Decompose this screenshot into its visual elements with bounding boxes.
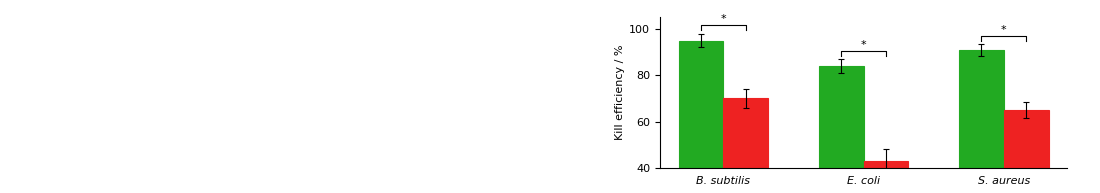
Bar <box>724 98 768 193</box>
Text: *: * <box>860 40 867 50</box>
Text: *: * <box>720 14 726 24</box>
Bar <box>818 66 864 193</box>
Bar <box>679 41 724 193</box>
Bar <box>959 50 1003 193</box>
Y-axis label: Kill efficiency / %: Kill efficiency / % <box>615 45 625 140</box>
Bar <box>1003 110 1048 193</box>
Text: *: * <box>1001 25 1006 35</box>
Bar <box>864 161 909 193</box>
